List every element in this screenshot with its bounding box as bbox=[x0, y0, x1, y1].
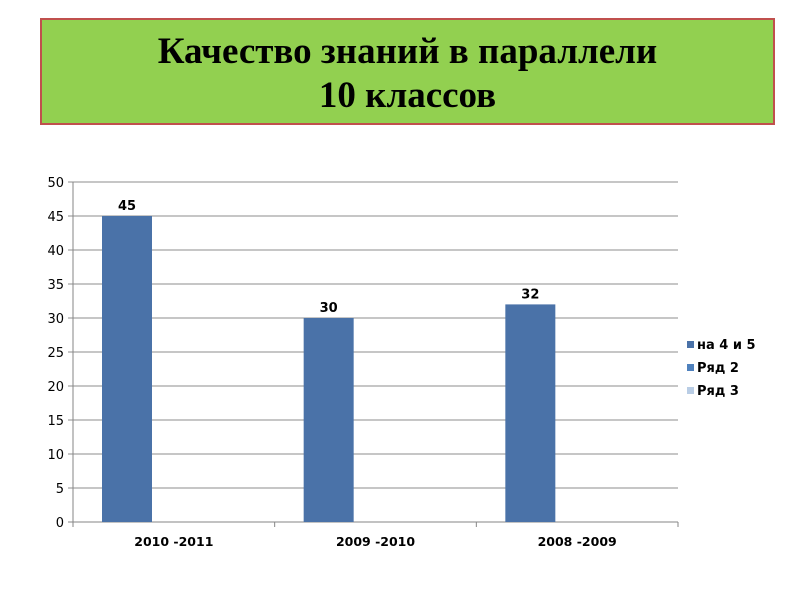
slide-title-line2: 10 классов bbox=[318, 75, 497, 116]
x-tick-label: 2009 -2010 bbox=[336, 534, 415, 549]
y-tick-label: 20 bbox=[47, 380, 64, 395]
y-tick-label: 5 bbox=[56, 482, 64, 497]
y-tick-label: 25 bbox=[47, 346, 64, 361]
legend-swatch bbox=[687, 364, 694, 371]
bar bbox=[303, 318, 354, 522]
data-label: 45 bbox=[118, 199, 136, 214]
slide-title-line1: Качество знаний в параллели bbox=[157, 31, 658, 72]
y-tick-label: 50 bbox=[47, 176, 64, 191]
legend-swatch bbox=[687, 387, 694, 394]
slide-title-box: Качество знаний в параллели 10 классов bbox=[40, 18, 775, 125]
legend-label: Ряд 2 bbox=[697, 361, 739, 376]
y-tick-label: 15 bbox=[47, 414, 64, 429]
y-tick-label: 40 bbox=[47, 244, 64, 259]
legend-label: Ряд 3 bbox=[697, 384, 739, 399]
y-tick-label: 45 bbox=[47, 210, 64, 225]
legend-swatch bbox=[687, 341, 694, 348]
y-tick-label: 10 bbox=[47, 448, 64, 463]
data-label: 32 bbox=[521, 287, 539, 302]
y-tick-label: 35 bbox=[47, 278, 64, 293]
y-tick-label: 30 bbox=[47, 312, 64, 327]
x-tick-label: 2008 -2009 bbox=[538, 534, 617, 549]
bar bbox=[505, 304, 556, 522]
bar bbox=[102, 216, 152, 522]
legend-label: на 4 и 5 bbox=[697, 338, 756, 353]
data-label: 30 bbox=[320, 301, 338, 316]
x-tick-label: 2010 -2011 bbox=[134, 534, 213, 549]
y-tick-label: 0 bbox=[56, 516, 64, 531]
